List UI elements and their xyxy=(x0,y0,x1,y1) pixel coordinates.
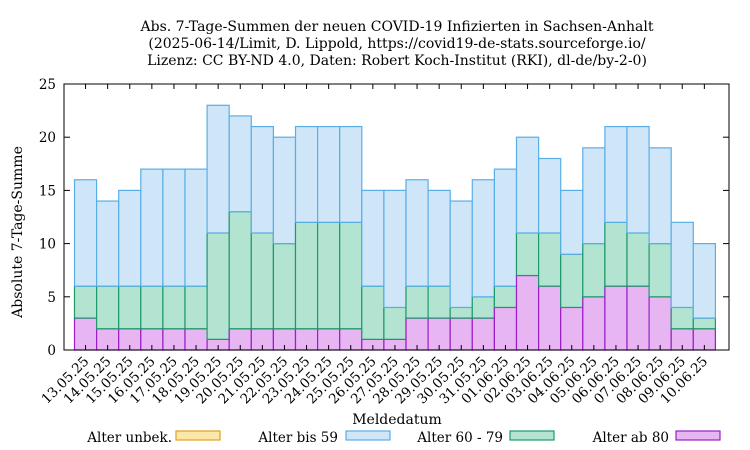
legend-swatch-alter-60-79 xyxy=(509,430,555,441)
bar-alter-bis-59-27.05.25 xyxy=(383,189,407,309)
legend: Alter unbek. Alter bis 59 Alter 60 - 79 Alt… xyxy=(86,430,721,446)
title-line-1: Abs. 7-Tage-Summen der neuen COVID-19 In… xyxy=(140,19,654,35)
legend-swatch-alter-unbek- xyxy=(175,430,221,441)
bar-alter-bis-59-15.05.25 xyxy=(118,189,142,287)
plot-frame xyxy=(63,83,730,351)
x-axis-label: Meldedatum xyxy=(352,412,442,428)
y-tick-label-10: 10 xyxy=(39,237,56,253)
bar-alter-60-79-15.05.25 xyxy=(118,285,142,330)
y-tick-label-5: 5 xyxy=(47,290,56,306)
bar-alter-bis-59-28.05.25 xyxy=(405,179,429,287)
bar-alter-60-79-26.05.25 xyxy=(361,285,385,340)
bar-alter-60-79-19.05.25 xyxy=(206,232,230,340)
bar-alter-60-79-24.05.25 xyxy=(317,221,341,330)
bar-alter-60-79-22.05.25 xyxy=(272,243,297,330)
bar-alter-60-79-20.05.25 xyxy=(228,211,252,330)
bar-alter-ab-80-01.06.25 xyxy=(493,306,518,351)
bar-alter-bis-59-02.06.25 xyxy=(515,136,540,234)
bar-alter-bis-59-30.05.25 xyxy=(449,200,473,309)
bar-alter-bis-59-25.05.25 xyxy=(339,125,363,223)
bar-alter-bis-59-05.06.25 xyxy=(582,147,606,245)
bar-alter-60-79-18.05.25 xyxy=(184,285,208,330)
bar-alter-bis-59-24.05.25 xyxy=(317,125,341,223)
bar-alter-60-79-04.06.25 xyxy=(560,253,584,309)
bar-alter-bis-59-26.05.25 xyxy=(361,189,385,287)
bar-alter-bis-59-04.06.25 xyxy=(560,189,584,255)
bar-alter-bis-59-07.06.25 xyxy=(626,125,650,234)
legend-label-alter-ab-80: Alter ab 80 xyxy=(592,430,669,446)
bar-alter-bis-59-01.06.25 xyxy=(493,168,518,287)
bar-alter-60-79-17.05.25 xyxy=(162,285,186,330)
bar-alter-60-79-02.06.25 xyxy=(515,232,540,277)
bar-alter-60-79-05.06.25 xyxy=(582,243,606,298)
bar-alter-bis-59-22.05.25 xyxy=(272,136,297,245)
bar-alter-bis-59-14.05.25 xyxy=(95,200,120,287)
bar-alter-60-79-01.06.25 xyxy=(493,285,518,309)
bar-alter-bis-59-18.05.25 xyxy=(184,168,208,287)
bar-alter-60-79-08.06.25 xyxy=(648,243,672,298)
bar-alter-bis-59-31.05.25 xyxy=(471,179,495,298)
bar-alter-ab-80-05.06.25 xyxy=(582,296,606,351)
bar-alter-bis-59-08.06.25 xyxy=(648,147,672,245)
bar-alter-bis-59-06.06.25 xyxy=(604,125,628,223)
bar-alter-60-79-23.05.25 xyxy=(294,221,319,330)
bar-alter-60-79-30.05.25 xyxy=(449,306,473,319)
bar-alter-ab-80-07.06.25 xyxy=(626,285,650,351)
bar-alter-60-79-03.06.25 xyxy=(537,232,562,287)
title-line-3: Lizenz: CC BY-ND 4.0, Daten: Robert Koch… xyxy=(147,53,647,69)
bar-alter-bis-59-17.05.25 xyxy=(162,168,186,287)
bar-alter-60-79-07.06.25 xyxy=(626,232,650,287)
bar-alter-ab-80-06.06.25 xyxy=(604,285,628,351)
bar-alter-60-79-21.05.25 xyxy=(250,232,275,330)
bar-alter-bis-59-03.06.25 xyxy=(537,157,562,234)
legend-label-alter-unbek-: Alter unbek. xyxy=(86,430,172,446)
bar-alter-bis-59-10.06.25 xyxy=(692,243,716,319)
bar-alter-60-79-29.05.25 xyxy=(427,285,451,319)
bar-alter-bis-59-16.05.25 xyxy=(140,168,164,287)
bar-alter-bis-59-19.05.25 xyxy=(206,104,230,234)
bar-alter-ab-80-04.06.25 xyxy=(560,306,584,351)
bar-alter-bis-59-20.05.25 xyxy=(228,115,252,213)
legend-swatch-alter-ab-80 xyxy=(675,430,721,441)
bar-alter-60-79-16.05.25 xyxy=(140,285,164,330)
bar-alter-bis-59-23.05.25 xyxy=(294,125,319,223)
legend-label-alter-60-79: Alter 60 - 79 xyxy=(416,430,503,446)
bar-alter-ab-80-08.06.25 xyxy=(648,296,672,351)
bar-alter-60-79-10.06.25 xyxy=(692,317,716,330)
title-line-2: (2025-06-14/Limit, D. Lippold, https://c… xyxy=(148,36,646,52)
bar-alter-60-79-14.05.25 xyxy=(95,285,120,330)
bar-alter-bis-59-09.06.25 xyxy=(670,221,694,309)
y-tick-label-0: 0 xyxy=(47,343,56,359)
y-axis-label: Absolute 7-Tage-Summe xyxy=(10,146,26,319)
y-tick-label-25: 25 xyxy=(39,77,56,93)
y-tick-label-15: 15 xyxy=(39,183,56,199)
legend-swatch-alter-bis-59 xyxy=(345,430,391,441)
bar-alter-60-79-31.05.25 xyxy=(471,296,495,319)
bar-alter-60-79-27.05.25 xyxy=(383,306,407,340)
bar-alter-60-79-25.05.25 xyxy=(339,221,363,330)
bar-alter-ab-80-03.06.25 xyxy=(537,285,562,351)
y-tick-label-20: 20 xyxy=(39,130,56,146)
bar-alter-60-79-28.05.25 xyxy=(405,285,429,319)
bars-group xyxy=(73,104,716,351)
bar-alter-bis-59-21.05.25 xyxy=(250,125,275,234)
bar-alter-60-79-06.06.25 xyxy=(604,221,628,287)
bar-alter-60-79-13.05.25 xyxy=(73,285,98,319)
bar-alter-bis-59-29.05.25 xyxy=(427,189,451,287)
chart-title: Abs. 7-Tage-Summen der neuen COVID-19 In… xyxy=(140,19,654,69)
bar-alter-bis-59-13.05.25 xyxy=(73,179,98,287)
bar-alter-60-79-09.06.25 xyxy=(670,306,694,330)
legend-label-alter-bis-59: Alter bis 59 xyxy=(257,430,338,446)
bar-alter-ab-80-02.06.25 xyxy=(515,274,540,351)
